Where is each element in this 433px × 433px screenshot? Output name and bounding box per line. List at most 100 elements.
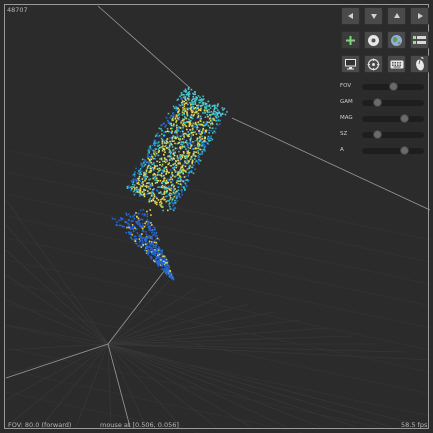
- cloud-point: [178, 180, 180, 182]
- cloud-point: [142, 244, 144, 246]
- cloud-point: [161, 142, 164, 145]
- globe-button[interactable]: [387, 31, 406, 49]
- cloud-point: [190, 155, 193, 158]
- cloud-point: [214, 106, 216, 109]
- cloud-point: [143, 190, 145, 192]
- keyboard-button[interactable]: [387, 55, 406, 73]
- cloud-point: [149, 237, 152, 239]
- arrow-down-button[interactable]: [364, 7, 383, 25]
- arrow-left-button[interactable]: [341, 7, 360, 25]
- cloud-point: [198, 145, 200, 148]
- cloud-point: [186, 93, 189, 96]
- cloud-point: [181, 155, 183, 158]
- cloud-point: [153, 164, 155, 166]
- cloud-point: [181, 191, 183, 193]
- slider-knob-sz[interactable]: [372, 129, 382, 139]
- mouse-icon: [415, 57, 424, 71]
- cloud-point: [178, 193, 180, 195]
- cloud-point: [170, 194, 173, 196]
- cloud-point: [151, 184, 154, 186]
- cloud-point: [164, 141, 167, 144]
- cloud-point: [118, 219, 120, 222]
- cloud-point: [150, 170, 153, 173]
- cloud-point: [156, 257, 159, 260]
- cloud-point: [185, 90, 188, 92]
- list-view-button[interactable]: [410, 31, 429, 49]
- grid-line: [107, 303, 249, 345]
- cloud-point: [142, 222, 144, 225]
- cloud-point: [161, 139, 164, 141]
- cloud-point: [139, 180, 141, 182]
- grid-line: [5, 391, 201, 433]
- cloud-point: [187, 161, 190, 163]
- cloud-point: [163, 268, 165, 270]
- cloud-point: [137, 217, 140, 220]
- cloud-point: [153, 250, 155, 252]
- cloud-point: [165, 131, 167, 133]
- cloud-point: [154, 144, 156, 147]
- slider-knob-fov[interactable]: [388, 81, 398, 91]
- cloud-point: [179, 126, 182, 129]
- cloud-point: [179, 130, 182, 133]
- target-button[interactable]: [364, 55, 383, 73]
- cloud-point: [198, 130, 200, 132]
- cloud-point: [186, 121, 188, 124]
- cloud-point: [135, 180, 138, 183]
- cloud-point: [171, 277, 173, 280]
- cloud-point: [146, 182, 148, 185]
- cloud-point: [140, 234, 142, 236]
- cloud-point: [213, 108, 215, 111]
- cloud-point: [157, 254, 159, 257]
- cloud-point: [197, 154, 200, 157]
- slider-knob-a[interactable]: [400, 145, 410, 155]
- cloud-point: [142, 208, 145, 211]
- cloud-point: [172, 277, 175, 280]
- cloud-point: [160, 205, 162, 208]
- cloud-point: [210, 111, 213, 113]
- cloud-point: [148, 161, 151, 164]
- cloud-point: [148, 167, 150, 169]
- cloud-point: [163, 135, 165, 137]
- cloud-point: [179, 180, 182, 183]
- cloud-point: [186, 111, 188, 113]
- slider-fov[interactable]: [362, 81, 424, 91]
- monitor-button[interactable]: [341, 55, 360, 73]
- cloud-point: [160, 137, 163, 140]
- arrow-up-button[interactable]: [387, 7, 406, 25]
- disc-button[interactable]: [364, 31, 383, 49]
- mouse-button[interactable]: [410, 55, 429, 73]
- cloud-point: [151, 224, 153, 226]
- cloud-point: [130, 232, 132, 234]
- cloud-point: [166, 170, 168, 172]
- cloud-point: [172, 164, 174, 166]
- cloud-point: [146, 186, 148, 188]
- cloud-point: [151, 163, 154, 165]
- cloud-point: [214, 131, 217, 134]
- add-button[interactable]: [341, 31, 360, 49]
- cloud-point: [166, 160, 169, 162]
- cloud-point: [177, 161, 180, 164]
- arrow-right-button[interactable]: [410, 7, 429, 25]
- cloud-point: [191, 111, 193, 114]
- cloud-point: [180, 158, 182, 160]
- slider-knob-mag[interactable]: [400, 113, 410, 123]
- cloud-point: [144, 189, 147, 191]
- cloud-point: [178, 117, 180, 120]
- slider-sz[interactable]: [362, 129, 424, 139]
- cloud-point: [199, 148, 201, 151]
- cloud-point: [213, 130, 216, 132]
- slider-a[interactable]: [362, 145, 424, 155]
- cloud-point: [171, 127, 173, 130]
- slider-knob-gam[interactable]: [372, 97, 382, 107]
- cloud-point: [142, 183, 145, 186]
- cloud-point: [183, 90, 185, 92]
- slider-mag[interactable]: [362, 113, 424, 123]
- cloud-point: [146, 237, 149, 239]
- cloud-point: [165, 195, 167, 198]
- cloud-point: [178, 104, 180, 106]
- slider-gam[interactable]: [362, 97, 424, 107]
- cloud-point: [170, 155, 172, 158]
- cloud-point: [170, 151, 173, 154]
